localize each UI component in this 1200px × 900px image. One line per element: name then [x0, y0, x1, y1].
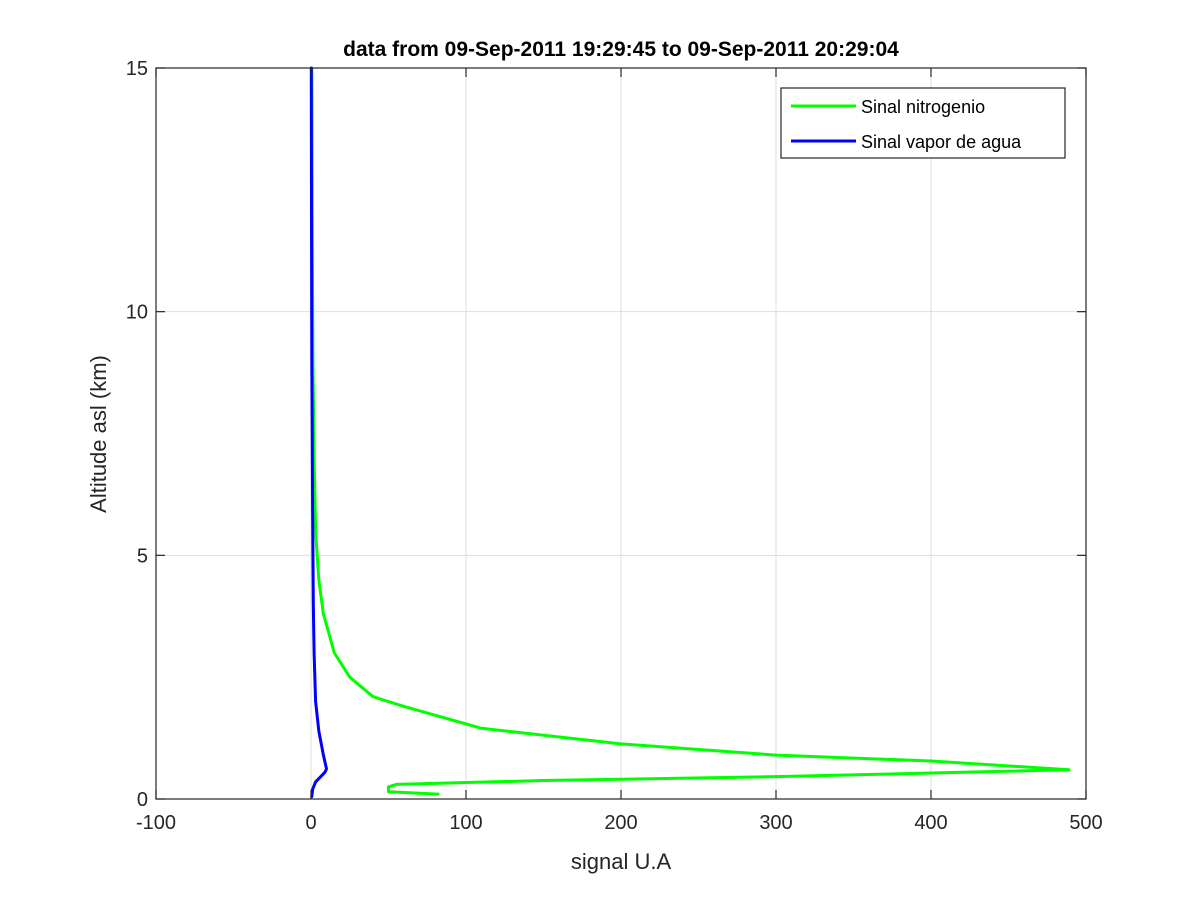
y-tick-label: 15: [126, 58, 148, 80]
series-layer: [309, 66, 1071, 799]
legend-label-vapor: Sinal vapor de agua: [861, 132, 1022, 152]
plot-area: [155, 66, 1087, 800]
legend: Sinal nitrogenio Sinal vapor de agua: [780, 87, 1066, 159]
y-tick-label: 10: [126, 302, 148, 324]
x-tick-label: 500: [1069, 812, 1102, 834]
y-axis-label: Altitude asl (km): [86, 355, 111, 513]
legend-label-nitrogenio: Sinal nitrogenio: [861, 97, 985, 117]
legend-box: [780, 87, 1066, 159]
x-tick-label: 400: [914, 812, 947, 834]
x-tick-label: 0: [305, 812, 316, 834]
chart-title: data from 09-Sep-2011 19:29:45 to 09-Sep…: [343, 38, 899, 61]
axes-box: [155, 67, 1087, 800]
x-tick-label: 100: [449, 812, 482, 834]
x-tick-label: -100: [136, 812, 176, 834]
x-tick-label: 200: [604, 812, 637, 834]
y-tick-label: 0: [137, 789, 148, 811]
x-axis-label: signal U.A: [571, 849, 672, 874]
y-tick-label: 5: [137, 545, 148, 567]
series-line-vapor-de-agua: [309, 66, 328, 799]
series-line-nitrogenio: [310, 66, 1071, 796]
x-tick-label: 300: [759, 812, 792, 834]
